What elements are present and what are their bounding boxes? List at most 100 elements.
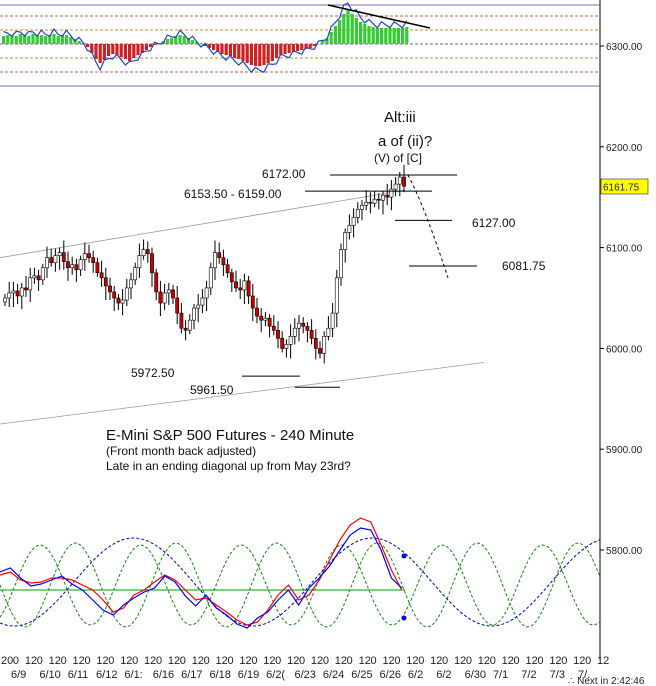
candle-up [397,176,402,185]
level-label-6127: 6127.00 [472,216,516,230]
candle-up [40,267,45,281]
price-tick-label: 6200.00 [606,143,643,154]
histogram-bar [300,44,304,50]
histogram-bar [182,36,186,44]
candle-up [263,317,268,321]
histogram-bar [111,44,115,54]
time-hour-tick: 12 [144,655,156,667]
time-hour-tick: 12 [454,655,466,667]
histogram-bar [128,44,132,61]
cycle-green-dotted-line [0,542,601,628]
last-price-value: 6161.75 [603,183,640,194]
time-hour-tick: 0 [585,655,591,667]
momentum-line [3,2,408,74]
candle-down [171,289,175,299]
candle-up [355,208,360,218]
level-label-6172: 6172.00 [262,167,306,181]
candle-down [271,325,276,331]
price-tick-label: 5900.00 [606,445,643,456]
candle-up [364,201,369,206]
candle-down [145,249,150,254]
histogram-bar [6,35,10,44]
histogram-bar [380,28,384,44]
histogram-bar [220,44,224,54]
price-panel [0,164,485,425]
time-hour-tick: 12 [96,655,108,667]
candle-up [133,267,138,281]
histogram-bar [392,28,396,44]
histogram-bar [346,10,350,44]
candle-up [3,297,7,303]
histogram-bar [23,35,27,44]
channel-lower-line [0,362,485,425]
channel-upper-line [0,189,406,259]
time-hour-tick: 20 [1,655,13,667]
level-label-6153-6159: 6153.50 - 6159.00 [184,187,282,201]
candle-up [129,279,133,289]
momentum-histogram-panel [0,2,600,87]
time-date-tick: 6/25 [351,669,372,681]
candle-up [82,253,87,260]
time-hour-tick: 12 [239,655,251,667]
histogram-bar [371,27,375,44]
candle-down [87,253,91,258]
histogram-bar [296,44,300,51]
histogram-bar [291,44,295,52]
histogram-bar [52,34,56,44]
histogram-bar [191,40,195,44]
candle-up [70,264,75,269]
candle-down [229,272,234,283]
time-hour-tick: 12 [49,655,61,667]
histogram-bar [396,28,400,44]
time-date-tick: 6/11 [68,669,89,681]
candle-down [318,348,322,354]
histogram-bar [254,44,258,66]
candle-down [154,272,159,293]
histogram-bar [270,44,274,61]
candle-down [183,327,188,331]
histogram-bar [115,44,119,55]
price-tick-label: 6000.00 [606,344,643,355]
cycle-green-dotted-line-2 [0,544,601,626]
histogram-bar [388,28,392,44]
histogram-bar [44,36,48,44]
time-hour-tick: 0 [132,655,138,667]
time-hour-tick: 12 [287,655,299,667]
candle-up [78,259,83,271]
candle-up [389,188,394,198]
time-hour-tick: 0 [275,655,281,667]
time-hour-tick: 0 [323,655,329,667]
candle-up [57,252,62,256]
histogram-bar [149,44,153,47]
candle-down [150,253,154,274]
candle-down [49,257,54,264]
time-hour-tick: 0 [108,655,114,667]
time-date-tick: 6/2 [436,669,451,681]
time-hour-tick: 12 [549,655,561,667]
time-hour-tick: 12 [573,655,585,667]
time-hour-tick: 0 [227,655,233,667]
candle-up [292,327,297,337]
time-hour-tick: 12 [168,655,180,667]
histogram-bar [144,44,148,50]
candle-down [103,277,108,287]
candle-up [196,304,201,309]
time-hour-tick: 0 [561,655,567,667]
histogram-bar [65,35,69,44]
candle-down [238,287,243,291]
histogram-bar [119,44,123,57]
histogram-bar [178,35,182,44]
candle-down [74,264,79,271]
histogram-bar [354,18,358,44]
histogram-bar [384,28,388,44]
time-hour-tick: 0 [514,655,520,667]
histogram-bar [228,44,232,56]
time-axis: 20 0 12 0 12 0 12 0 12 0 12 0 12 0 12 0 12 0 12 0 12 0 12 0 12 0 1… [1,655,609,681]
time-date-tick: 6/2( [266,669,285,681]
histogram-bar [174,36,178,44]
oscillator-marker-top [401,553,407,559]
candle-down [158,291,163,304]
time-hour-tick: 12 [216,655,228,667]
candle-down [276,329,280,339]
time-hour-tick: 0 [61,655,67,667]
